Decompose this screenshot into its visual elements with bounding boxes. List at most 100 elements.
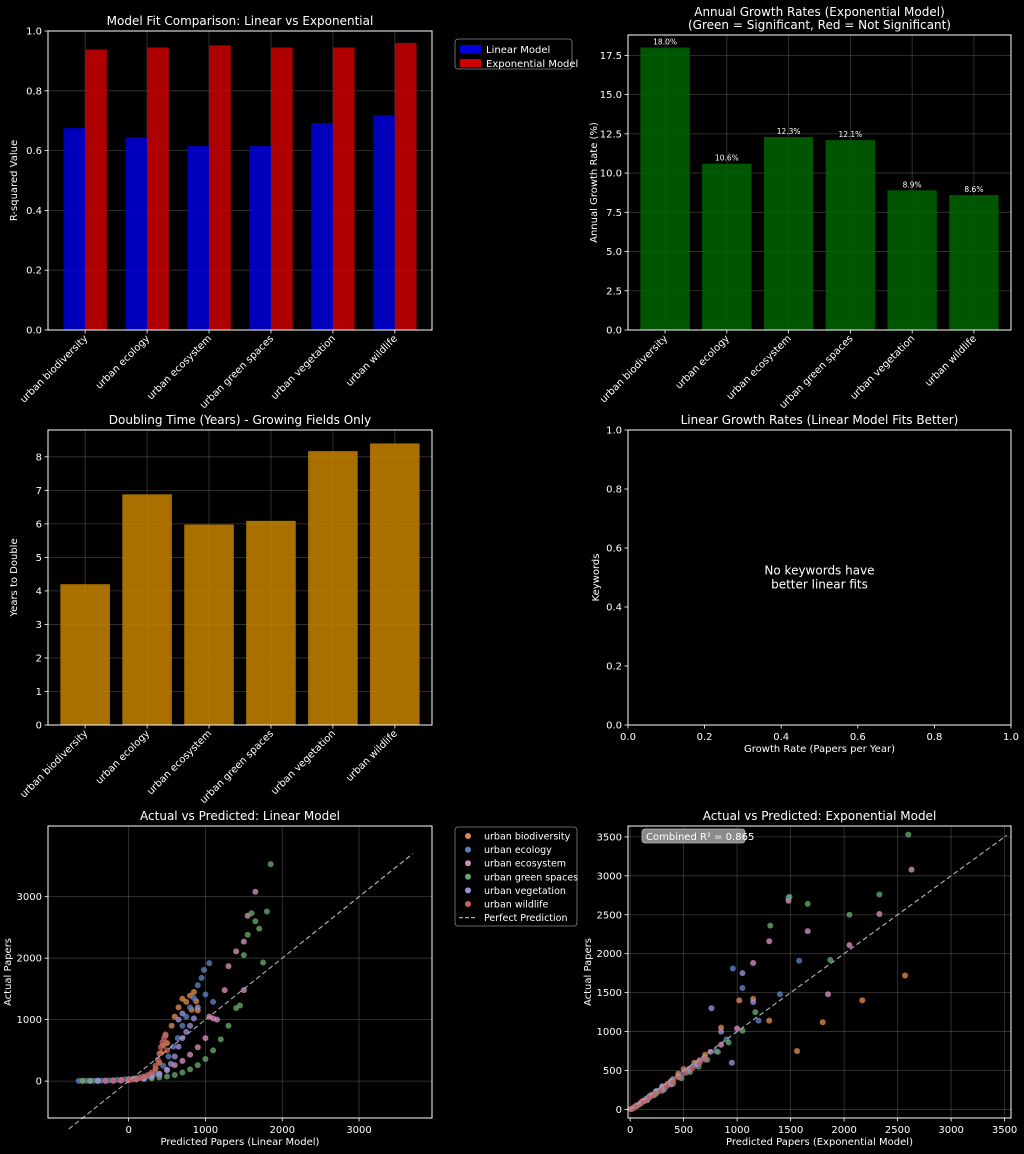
bar bbox=[60, 584, 110, 725]
scatter-point-urban-wildlife bbox=[148, 1069, 155, 1076]
scatter-point-urban-wildlife bbox=[676, 1074, 683, 1081]
legend-marker bbox=[465, 860, 471, 867]
x-tick-label: 0.2 bbox=[697, 732, 713, 743]
scatter-point-urban-green-spaces bbox=[714, 1048, 721, 1055]
bar bbox=[887, 190, 937, 330]
scatter-point-urban-green-spaces bbox=[240, 952, 247, 959]
y-tick-label: 2500 bbox=[597, 910, 622, 921]
plot-frame bbox=[627, 34, 1012, 331]
scatter-point-urban-vegetation bbox=[175, 1043, 182, 1050]
x-tick-label: 0.8 bbox=[926, 732, 942, 743]
scatter-point-urban-green-spaces bbox=[260, 959, 267, 966]
x-axis-label: Growth Rate (Papers per Year) bbox=[744, 744, 895, 755]
y-tick-label: 0.6 bbox=[606, 544, 622, 555]
chart-title: Model Fit Comparison: Linear vs Exponent… bbox=[107, 14, 374, 28]
scatter-point-urban-green-spaces bbox=[79, 1077, 86, 1084]
scatter-point-urban-biodiversity bbox=[859, 997, 866, 1004]
chart-panel: 0 500 1000 1500 2000 2500 3000 3500 0 500 1000 1500… bbox=[583, 809, 1017, 1148]
plot-frame bbox=[47, 825, 433, 1119]
empty-message: better linear fits bbox=[771, 578, 868, 592]
scatter-point-urban-ecology bbox=[170, 1043, 177, 1050]
scatter-point-urban-ecosystem bbox=[718, 1041, 725, 1048]
bar-data-label: 8.6% bbox=[964, 185, 983, 194]
x-tick-label: 3000 bbox=[346, 1125, 371, 1136]
y-tick-label: 3000 bbox=[17, 892, 42, 903]
y-tick-label: 2000 bbox=[17, 954, 42, 965]
y-axis-label: Years to Double bbox=[9, 538, 20, 617]
bar-exponential-model bbox=[85, 49, 107, 331]
legend-box bbox=[454, 826, 578, 927]
y-axis-label: Keywords bbox=[591, 554, 602, 602]
bar-data-label: 12.3% bbox=[777, 127, 801, 136]
scatter-point-urban-wildlife bbox=[154, 1056, 161, 1063]
scatter-point-urban-biodiversity bbox=[736, 997, 743, 1004]
scatter-point-urban-wildlife bbox=[162, 1031, 169, 1038]
scatter-point-urban-wildlife bbox=[157, 1044, 164, 1051]
x-tick-label: 1.0 bbox=[1003, 732, 1019, 743]
y-tick-label: 0.8 bbox=[606, 485, 622, 496]
x-tick-label: 3500 bbox=[992, 1125, 1017, 1136]
bar-linear-model bbox=[373, 115, 395, 331]
scatter-point-urban-vegetation bbox=[167, 1060, 174, 1067]
y-tick-label: 0.2 bbox=[606, 662, 622, 673]
x-tick-label: 2500 bbox=[885, 1125, 910, 1136]
scatter-point-urban-ecology bbox=[194, 982, 201, 989]
scatter-point-urban-ecosystem bbox=[221, 987, 228, 994]
x-tick-label: 0 bbox=[627, 1125, 633, 1136]
y-tick-label: 0.0 bbox=[606, 326, 622, 337]
scatter-point-urban-ecosystem bbox=[707, 1048, 714, 1055]
chart-title: Actual vs Predicted: Exponential Model bbox=[703, 809, 937, 823]
x-tick-label: 1000 bbox=[724, 1125, 749, 1136]
scatter-point-urban-ecosystem bbox=[213, 1016, 220, 1023]
scatter-point-urban-vegetation bbox=[175, 1016, 182, 1023]
bar-data-label: 8.9% bbox=[903, 180, 922, 189]
x-tick-label: 2000 bbox=[270, 1125, 295, 1136]
y-axis-label: Actual Papers bbox=[3, 938, 14, 1006]
bar-linear-model bbox=[63, 128, 86, 330]
scatter-point-urban-green-spaces bbox=[252, 918, 259, 925]
y-tick-label: 0.6 bbox=[26, 146, 42, 157]
legend-marker bbox=[465, 873, 471, 880]
scatter-point-urban-ecosystem bbox=[766, 938, 773, 945]
legend-label: Perfect Prediction bbox=[484, 913, 568, 924]
x-tick-label: 0.4 bbox=[773, 732, 789, 743]
y-tick-label: 12.5 bbox=[600, 129, 622, 140]
scatter-point-urban-ecology bbox=[776, 991, 783, 998]
scatter-point-urban-vegetation bbox=[194, 1004, 201, 1011]
bar-linear-model bbox=[187, 146, 210, 330]
bar-data-label: 12.1% bbox=[838, 130, 862, 139]
scatter-point-urban-green-spaces bbox=[217, 1036, 224, 1043]
scatter-point-urban-ecosystem bbox=[194, 1044, 201, 1051]
legend-label: Linear Model bbox=[486, 45, 550, 56]
y-tick-label: 0.8 bbox=[26, 86, 42, 97]
scatter-point-urban-ecology bbox=[160, 1062, 167, 1069]
y-tick-label: 1.0 bbox=[606, 426, 622, 437]
scatter-point-urban-biodiversity bbox=[168, 1022, 175, 1029]
y-tick-label: 6 bbox=[36, 519, 42, 530]
scatter-point-urban-ecology bbox=[187, 1004, 194, 1011]
scatter-point-urban-wildlife bbox=[696, 1059, 703, 1066]
scatter-point-urban-vegetation bbox=[156, 1071, 163, 1078]
y-tick-label: 0 bbox=[36, 1077, 42, 1088]
legend-label: urban biodiversity bbox=[484, 832, 571, 843]
scatter-point-urban-ecosystem bbox=[734, 1025, 741, 1032]
scatter-point-urban-biodiversity bbox=[794, 1048, 801, 1055]
bar bbox=[370, 443, 420, 725]
scatter-point-urban-wildlife bbox=[102, 1077, 109, 1084]
y-tick-label: 10.0 bbox=[600, 169, 622, 180]
scatter-point-urban-green-spaces bbox=[905, 831, 912, 838]
bar-data-label: 18.0% bbox=[653, 38, 677, 47]
x-tick-label: 500 bbox=[674, 1125, 693, 1136]
y-tick-label: 7 bbox=[36, 486, 42, 497]
plot-frame bbox=[47, 429, 433, 726]
plot-frame bbox=[627, 825, 1012, 1119]
perfect-prediction-line bbox=[68, 853, 414, 1130]
scatter-point-urban-ecology bbox=[739, 984, 746, 991]
bar bbox=[308, 451, 358, 725]
legend-marker bbox=[465, 833, 471, 839]
scatter-point-urban-green-spaces bbox=[179, 1069, 186, 1076]
annotation-box bbox=[641, 828, 746, 844]
y-tick-label: 5 bbox=[36, 553, 42, 564]
scatter-point-urban-vegetation bbox=[750, 998, 757, 1005]
scatter-point-urban-ecology bbox=[202, 991, 209, 998]
